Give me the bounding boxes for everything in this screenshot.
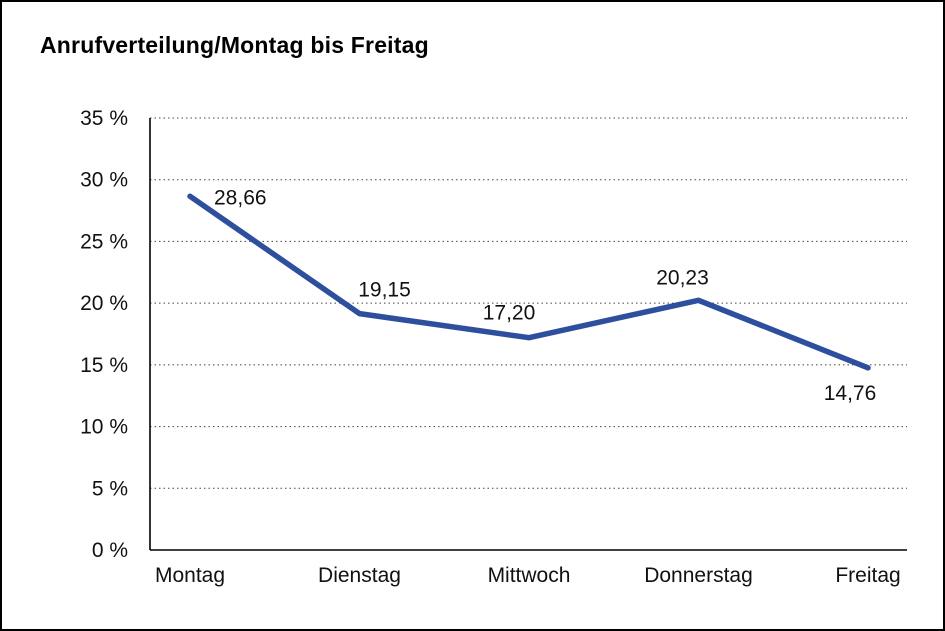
data-point-label: 28,66	[214, 186, 267, 209]
data-line	[187, 193, 871, 371]
data-point-label: 19,15	[358, 279, 411, 302]
data-point-label: 17,20	[483, 302, 536, 325]
y-tick-label: 30 %	[80, 169, 128, 192]
y-tick-label: 5 %	[92, 477, 128, 500]
x-category-label: Dienstag	[318, 564, 401, 587]
y-tick-label: 20 %	[80, 292, 128, 315]
y-tick-label: 10 %	[80, 416, 128, 439]
y-tick-label: 0 %	[92, 539, 128, 562]
x-category-label: Freitag	[835, 564, 900, 587]
y-tick-label: 35 %	[80, 107, 128, 130]
x-category-label: Montag	[155, 564, 225, 587]
chart-title: Anrufverteilung/Montag bis Freitag	[40, 32, 429, 58]
y-tick-label: 25 %	[80, 230, 128, 253]
y-tick-label: 15 %	[80, 354, 128, 377]
x-category-label: Donnerstag	[644, 564, 753, 587]
data-point-label: 20,23	[656, 266, 709, 289]
data-point-label: 14,76	[824, 382, 877, 405]
x-category-label: Mittwoch	[488, 564, 571, 587]
